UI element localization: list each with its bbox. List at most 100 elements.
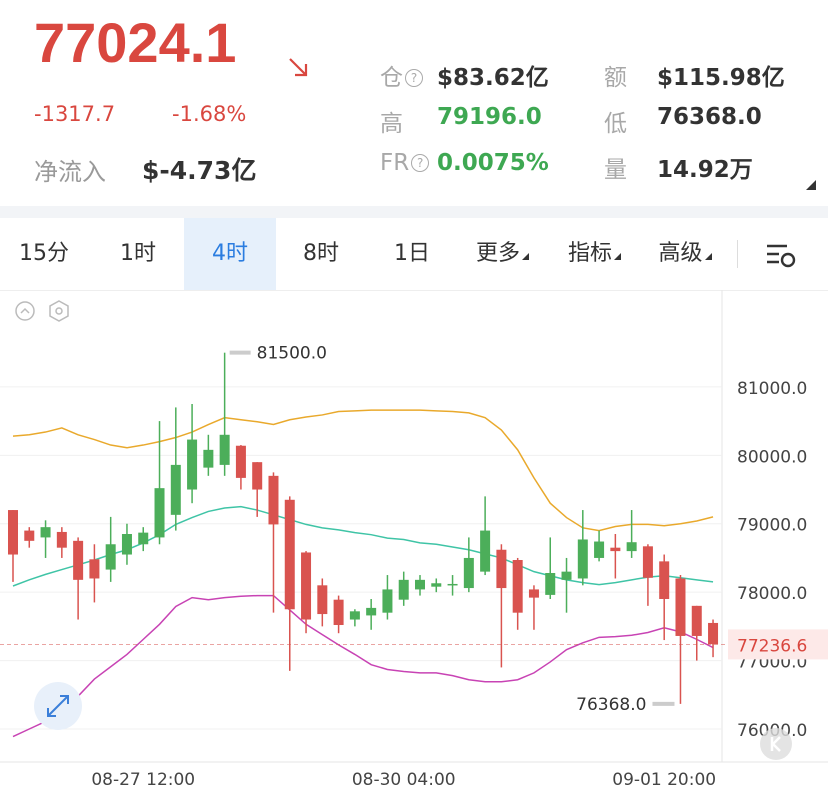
net-inflow-value: $-4.73亿	[142, 156, 257, 185]
x-tick-label: 08-30 04:00	[352, 770, 456, 790]
band-line	[12, 409, 714, 532]
candle-body	[154, 488, 165, 538]
candle-body	[512, 560, 523, 613]
candle-body	[121, 534, 132, 555]
settings-icon[interactable]	[49, 300, 69, 322]
candle-body	[528, 589, 539, 598]
separator	[737, 240, 738, 268]
tab-label: 8时	[303, 241, 339, 266]
stat-label: 低	[604, 111, 627, 137]
candle-body	[268, 475, 279, 525]
candle-body	[219, 434, 230, 465]
candle-body	[284, 499, 295, 610]
candle-body	[317, 585, 328, 615]
candle-body	[382, 589, 393, 613]
expand-button[interactable]	[32, 680, 84, 732]
band-line	[12, 594, 714, 738]
candle-body	[577, 539, 588, 579]
last-price-label: 77236.6	[737, 636, 807, 656]
change-pct: -1.68%	[172, 102, 247, 126]
stat-label: 高	[380, 111, 403, 137]
stat-label: 额	[604, 65, 627, 91]
candle-body	[349, 611, 360, 620]
tab-label: 高级	[658, 241, 703, 266]
help-icon[interactable]: ?	[405, 69, 423, 87]
y-tick-label: 81000.0	[737, 379, 807, 399]
stat-label: 量	[604, 157, 627, 183]
candle-body	[89, 559, 100, 579]
settings-icon-glyph	[55, 307, 63, 315]
tab[interactable]: 更多	[456, 218, 549, 290]
candle-body	[463, 557, 474, 589]
tab-bar: 15分 1时 4时 8时 1日 更多 指标 高级	[0, 218, 828, 291]
stat-value: 79196.0	[437, 104, 542, 130]
y-tick-label: 78000.0	[737, 584, 807, 604]
candle-body	[40, 527, 51, 538]
candle-body	[138, 532, 149, 545]
candle-body	[252, 462, 263, 490]
tab-label: 指标	[567, 241, 612, 266]
tab[interactable]: 4时	[184, 218, 276, 290]
collapse-icon-glyph	[20, 307, 30, 314]
candle-body	[480, 530, 491, 572]
candle-body	[708, 622, 719, 645]
candle-body	[675, 578, 686, 636]
candle-body	[415, 579, 425, 590]
candle-body	[73, 540, 84, 580]
help-icon[interactable]: ?	[411, 154, 430, 172]
tab-label: 更多	[475, 241, 520, 266]
collapse-icon[interactable]	[15, 301, 35, 321]
divider	[0, 206, 828, 218]
tab-label: 1日	[394, 241, 430, 266]
stat-value: $115.98亿	[657, 65, 785, 91]
candle-body	[431, 583, 442, 587]
candle-body	[56, 531, 67, 548]
tab[interactable]: 1时	[92, 218, 184, 290]
tab-label: 15分	[19, 241, 69, 266]
candle-body	[170, 464, 181, 515]
y-tick-label: 80000.0	[737, 447, 807, 467]
tab[interactable]: 高级	[640, 218, 730, 290]
candle-body	[496, 549, 507, 589]
x-tick-label: 08-27 12:00	[91, 770, 195, 790]
candle-body	[691, 605, 702, 636]
settings-button[interactable]	[765, 240, 799, 270]
candle-body	[333, 599, 344, 626]
stat-value: 0.0075%	[437, 150, 549, 176]
stat-label: 仓?	[380, 58, 423, 92]
chart: 76000.077000.078000.079000.080000.081000…	[0, 290, 828, 790]
candle-body	[8, 510, 18, 555]
last-price-box	[728, 629, 828, 660]
stat-value: 14.92万	[657, 157, 753, 183]
candle-body	[105, 544, 116, 570]
change: -1317.7	[34, 102, 116, 126]
dropdown-triangle	[522, 253, 529, 260]
candle-body	[203, 449, 214, 468]
tab[interactable]: 指标	[549, 218, 640, 290]
candle-body	[659, 561, 670, 600]
dropdown-triangle	[614, 253, 621, 260]
tab-label: 4时	[212, 241, 248, 266]
candle-body	[594, 541, 605, 558]
tab[interactable]: 1日	[366, 218, 458, 290]
candle-body	[366, 607, 377, 616]
stat-label: FR?	[380, 150, 430, 176]
candle-body	[235, 445, 246, 478]
dropdown-triangle	[704, 253, 712, 260]
high-label: 81500.0	[257, 344, 327, 364]
y-tick-label: 79000.0	[737, 516, 807, 536]
candle-body	[642, 546, 653, 578]
tab[interactable]: 15分	[0, 218, 88, 290]
candle-body	[545, 573, 556, 595]
candle-body	[24, 530, 35, 541]
candle-body	[447, 583, 458, 586]
candle-body	[398, 579, 409, 600]
low-label: 76368.0	[576, 695, 646, 715]
scroll-latest-button[interactable]	[758, 726, 794, 762]
price: 77024.1	[34, 11, 237, 74]
net-inflow-label: 净流入	[34, 158, 106, 186]
tab[interactable]: 8时	[276, 218, 366, 290]
candle-body	[187, 439, 198, 490]
stat-value: 76368.0	[657, 104, 762, 130]
